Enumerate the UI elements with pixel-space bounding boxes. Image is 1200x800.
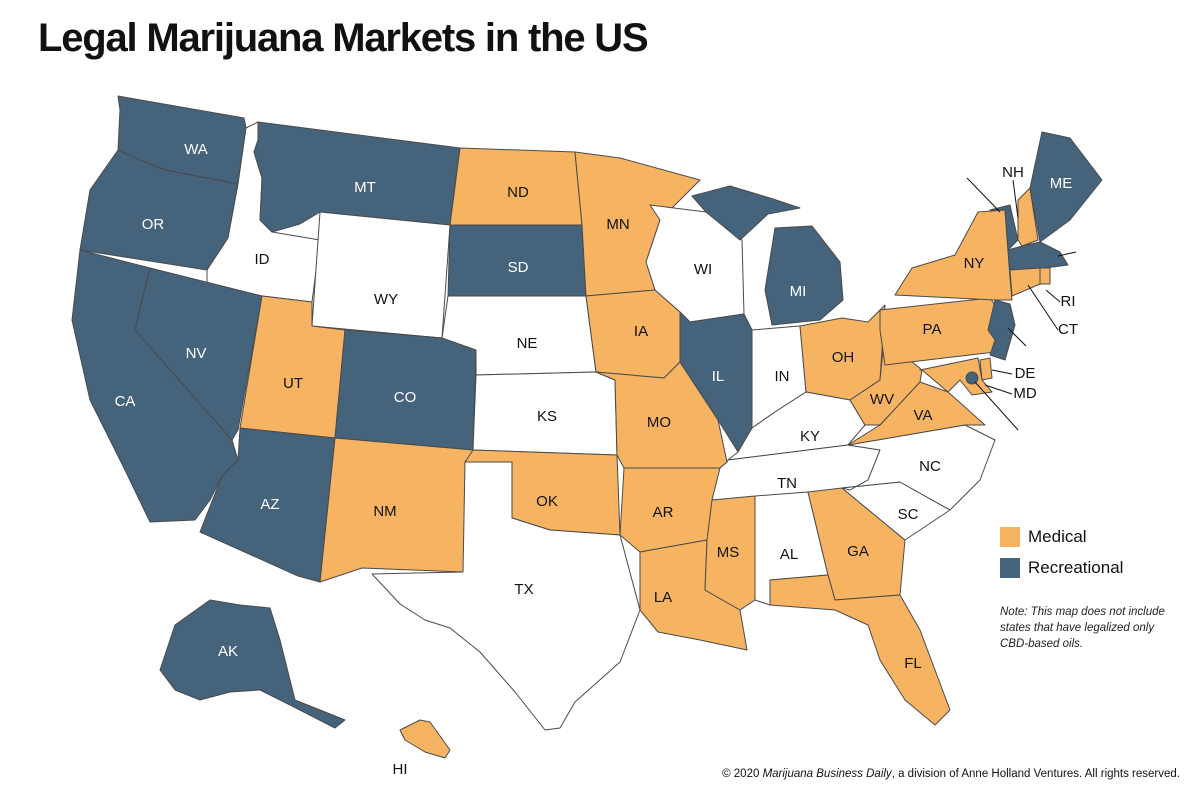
state-label-sd: SD [508,259,529,276]
state-label-al: AL [780,546,798,563]
state-nc [841,424,996,511]
state-label-ri: RI [1061,293,1076,310]
leader-line [966,177,1001,213]
state-wy [311,211,451,339]
state-label-md: MD [1013,385,1036,402]
state-label-ut: UT [283,375,303,392]
copyright-notice: © 2020 Marijuana Business Daily, a divis… [722,768,1180,780]
state-label-nv: NV [186,345,207,362]
state-label-ar: AR [653,504,674,521]
legend-label-medical: Medical [1028,527,1087,546]
copyright-prefix: © 2020 [722,768,763,780]
state-label-pa: PA [923,321,942,338]
state-shapes [71,95,1103,759]
state-label-ct: CT [1058,321,1078,338]
state-label-ma: MA [1077,243,1100,260]
state-dc [965,371,979,385]
state-label-tx: TX [514,581,533,598]
leader-line [974,381,1019,431]
state-de [979,357,993,381]
state-label-ny: NY [964,255,985,272]
state-vt [989,204,1019,251]
state-nv [134,267,263,441]
legend-swatch-medical [1000,527,1020,547]
state-nm [319,437,474,583]
leader-line [1045,289,1061,303]
legend-item-medical: Medical [1000,526,1123,548]
state-labels: WA OR CA ID NV MT WY UT AZ CO NM ND SD NE KS OK TX MN IA MO… [115,141,1100,778]
state-ri [1039,267,1051,285]
state-label-sc: SC [898,506,919,523]
state-label-nd: ND [507,184,529,201]
state-label-nh: NH [1002,164,1024,181]
state-label-wv: WV [870,391,894,408]
state-ct [1009,267,1041,297]
state-label-co: CO [394,389,417,406]
state-label-or: OR [142,216,165,233]
state-label-ms: MS [717,544,740,561]
state-label-tn: TN [777,475,797,492]
state-label-wy: WY [374,291,398,308]
state-label-la: LA [654,589,672,606]
leader-line [991,369,1013,375]
state-label-wi: WI [694,261,712,278]
state-label-az: AZ [260,496,279,513]
state-label-in: IN [775,368,790,385]
map-title: Legal Marijuana Markets in the US [38,16,649,60]
state-label-ga: GA [847,543,869,560]
leader-line [1012,179,1019,219]
state-nj [987,299,1016,361]
legend-swatch-recreational [1000,558,1020,578]
leader-lines [966,177,1077,431]
state-label-ne: NE [517,335,538,352]
state-label-va: VA [914,407,933,424]
state-tx [371,461,641,731]
legend-label-recreational: Recreational [1028,558,1124,577]
leader-line [1027,284,1059,331]
state-label-nj: NJ [1028,337,1046,354]
state-label-wa: WA [184,141,208,158]
state-label-ca: CA [115,393,136,410]
state-mi-up [691,185,801,241]
state-label-ok: OK [536,493,558,510]
state-label-de: DE [1015,365,1036,382]
legend-item-recreational: Recreational [1000,557,1123,579]
state-label-il: IL [712,368,725,385]
state-label-oh: OH [832,349,855,366]
state-hi [399,719,451,759]
state-label-nc: NC [919,458,941,475]
state-label-mt: MT [354,179,376,196]
leader-line [984,384,1013,395]
state-ak [159,599,346,729]
state-label-ky: KY [800,428,820,445]
legend: Medical Recreational [1000,526,1123,588]
state-label-mo: MO [647,414,671,431]
state-md [919,357,993,396]
copyright-suffix: , a division of Anne Holland Ventures. A… [891,768,1180,780]
state-label-hi: HI [393,761,408,778]
state-label-ks: KS [537,408,557,425]
state-label-vt: VT [957,164,976,181]
state-label-nm: NM [373,503,396,520]
state-mi [764,225,844,326]
state-label-dc: DC [1019,425,1041,442]
state-label-id: ID [255,251,270,268]
state-label-fl: FL [904,655,922,672]
state-label-ia: IA [634,323,648,340]
copyright-publication: Marijuana Business Daily [762,768,892,780]
state-ny [894,209,1013,301]
state-label-mi: MI [790,283,807,300]
leader-line [1057,251,1077,257]
state-label-ak: AK [218,643,238,660]
state-nh [1017,187,1039,247]
state-label-me: ME [1050,175,1073,192]
leader-line [1007,327,1027,347]
state-label-mn: MN [606,216,629,233]
state-fl [769,574,951,726]
map-note: Note: This map does not include states t… [1000,606,1165,650]
